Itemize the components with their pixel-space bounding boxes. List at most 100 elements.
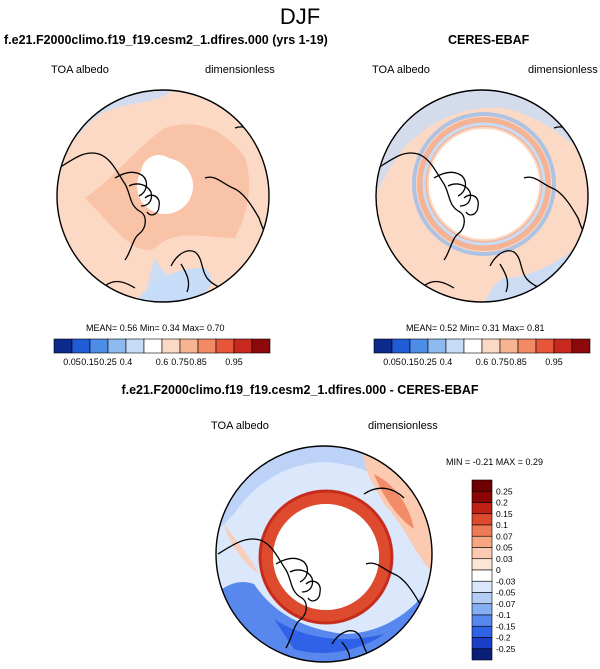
panel1-variable-label: TOA albedo [51, 64, 109, 76]
panel2-mean-value: 0.52 [439, 323, 458, 333]
panel2-colorbar-tick-label: 0.4 [440, 357, 453, 367]
panel2-colorbar-swatch [535, 338, 555, 354]
panel3-colorbar-swatch [471, 513, 493, 526]
panel3-colorbar-tick-label: 0.25 [496, 486, 513, 496]
panel1-title: f.e21.F2000climo.f19_f19.cesm2_1.dfires.… [4, 33, 328, 47]
panel2-colorbar-swatch [409, 338, 429, 354]
panel3-colorbar-tick-label: 0.2 [496, 498, 508, 508]
panel2-colorbar-swatches [373, 338, 591, 354]
panel2-colorbar-tick-label: 0.25 [419, 357, 437, 367]
panel3-colorbar-tick-label: 0.15 [496, 509, 513, 519]
panel2-colorbar-tick-label: 0.75 [491, 357, 509, 367]
panel3-colorbar-swatch [471, 524, 493, 537]
panel2-colorbar-swatch [571, 338, 591, 354]
panel1-colorbar-swatch [197, 338, 217, 354]
panel1-colorbar-tick-label: 0.25 [99, 357, 117, 367]
panel3-colorbar-tick-label: 0.03 [496, 554, 513, 564]
panel3-colorbar-swatch [471, 614, 493, 627]
panel1-colorbar-tick-label: 0.05 [63, 357, 81, 367]
panel3-colorbar-swatch [471, 625, 493, 638]
panel1-colorbar-swatch [89, 338, 109, 354]
panel2-colorbar-swatch [517, 338, 537, 354]
panel2-max-label: Max= [502, 323, 525, 333]
panel3-colorbar-swatch [471, 558, 493, 571]
panel1-colorbar-swatch [215, 338, 235, 354]
panel1-colorbar-tick-label: 0.85 [189, 357, 207, 367]
panel3-colorbar-swatch [471, 592, 493, 605]
page-title: DJF [279, 4, 321, 29]
panel1-min-label: Min= [139, 323, 160, 333]
panel1-colorbar-tick-label: 0.75 [171, 357, 189, 367]
panel1-colorbar-swatch [161, 338, 181, 354]
panel2-colorbar: 0.05 0.15 0.25 0.4 0.6 0.75 0.85 0.95 [373, 338, 591, 367]
panel1-mean-value: 0.56 [119, 323, 138, 333]
panel1-min-value: 0.34 [162, 323, 180, 333]
panel1-stats: MEAN= 0.56 Min= 0.34 Max= 0.70 [86, 323, 224, 333]
panel2-colorbar-swatch [445, 338, 465, 354]
panel2-colorbar-tick-label: 0.6 [476, 357, 489, 367]
panel1-colorbar-swatch [71, 338, 91, 354]
panel3-colorbar-tick-label: 0.05 [496, 543, 513, 553]
panel2-title: CERES-EBAF [448, 33, 530, 47]
panel3-colorbar-tick-label: -0.07 [496, 599, 516, 609]
panel3-colorbar-swatch [471, 580, 493, 593]
panel1-colorbar-tick-label: 0.95 [225, 357, 243, 367]
panel2-variable-label: TOA albedo [372, 64, 430, 76]
panel3-stats: MIN = -0.21 MAX = 0.29 [446, 457, 544, 467]
panel3-colorbar-tick-label: 0.1 [496, 520, 508, 530]
panel3-colorbar-swatch [471, 603, 493, 616]
panel3-colorbar-tick-label: -0.03 [496, 576, 516, 586]
panel3-colorbar: 0.250.20.150.10.070.050.030-0.03-0.05-0.… [471, 479, 516, 661]
panel2-colorbar-swatch [553, 338, 573, 354]
panel1-colorbar: 0.05 0.15 0.25 0.4 0.6 0.75 0.85 0.95 [53, 338, 271, 367]
panel1-colorbar-swatch [143, 338, 163, 354]
panel3-colorbar-tick-label: 0 [496, 565, 501, 575]
panel2-colorbar-swatch [391, 338, 411, 354]
panel2-colorbar-swatch [373, 338, 393, 354]
panel1-mean-label: MEAN= [86, 323, 118, 333]
panel1-colorbar-swatches [53, 338, 271, 354]
panel3-variable-label: TOA albedo [211, 420, 269, 432]
panel1-colorbar-swatch [233, 338, 253, 354]
panel2-min-label: Min= [459, 323, 480, 333]
panel2-units-label: dimensionless [528, 64, 598, 76]
panel2-mean-label: MEAN= [406, 323, 438, 333]
panel2-min-value: 0.31 [482, 323, 500, 333]
panel1-polar-map [56, 89, 270, 303]
panel3-colorbar-tick-label: -0.05 [496, 588, 516, 598]
panel1-colorbar-swatch [53, 338, 73, 354]
panel2-colorbar-swatch [427, 338, 447, 354]
panel1-colorbar-tick-label: 0.4 [120, 357, 133, 367]
panel3-colorbar-tick-label: -0.2 [496, 633, 511, 643]
panel3-colorbar-swatches [471, 479, 493, 661]
panel2-colorbar-tick-label: 0.05 [383, 357, 401, 367]
panel3-colorbar-tick-label: 0.07 [496, 531, 513, 541]
panel2-colorbar-swatch [463, 338, 483, 354]
panel2-colorbar-tick-label: 0.15 [401, 357, 419, 367]
panel2-stats: MEAN= 0.52 Min= 0.31 Max= 0.81 [406, 323, 544, 333]
panel3-colorbar-swatch [471, 479, 493, 492]
panel3-colorbar-swatch [471, 502, 493, 515]
panel3-title: f.e21.F2000climo.f19_f19.cesm2_1.dfires.… [121, 383, 479, 397]
panel3-colorbar-swatch [471, 637, 493, 650]
panel3-polar-map [215, 445, 433, 663]
panel1-colorbar-swatch [179, 338, 199, 354]
panel1-colorbar-labels: 0.05 0.15 0.25 0.4 0.6 0.75 0.85 0.95 [63, 357, 243, 367]
panel2-colorbar-tick-label: 0.95 [545, 357, 563, 367]
panel2-colorbar-tick-label: 0.85 [509, 357, 527, 367]
panel1-max-value: 0.70 [206, 323, 225, 333]
panel1-units-label: dimensionless [205, 64, 275, 76]
panel1-max-label: Max= [182, 323, 205, 333]
panel3-colorbar-swatch [471, 535, 493, 548]
panel1-colorbar-swatch [125, 338, 145, 354]
panel2-colorbar-swatch [499, 338, 519, 354]
panel1-colorbar-tick-label: 0.15 [81, 357, 99, 367]
panel3-colorbar-swatch [471, 569, 493, 582]
panel3-colorbar-swatch [471, 490, 493, 503]
panel2-polar-map [375, 89, 589, 303]
panel3-colorbar-labels: 0.250.20.150.10.070.050.030-0.03-0.05-0.… [496, 486, 516, 654]
panel3-colorbar-tick-label: -0.1 [496, 610, 511, 620]
panel2-colorbar-labels: 0.05 0.15 0.25 0.4 0.6 0.75 0.85 0.95 [383, 357, 563, 367]
panel1-colorbar-swatch [107, 338, 127, 354]
panel3-colorbar-swatch [471, 648, 493, 661]
